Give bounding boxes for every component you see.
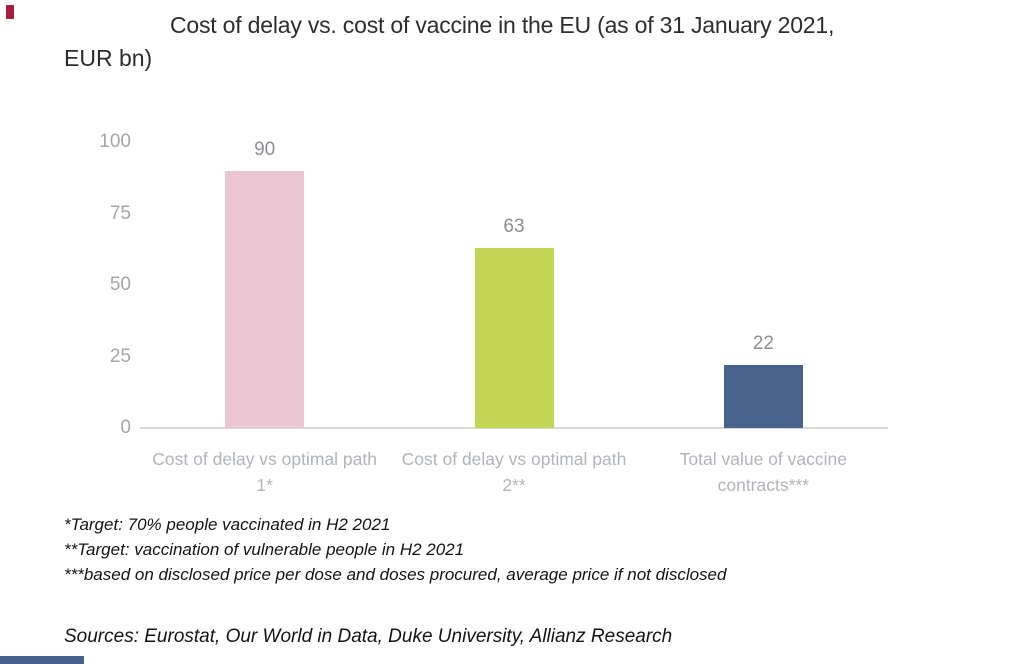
y-axis-tick-label: 75 bbox=[109, 202, 131, 224]
bar-value-label: 90 bbox=[254, 138, 276, 160]
bar-3 bbox=[723, 365, 803, 428]
footer-accent-bar bbox=[0, 656, 84, 664]
bar-1 bbox=[225, 170, 305, 428]
sources-line: Sources: Eurostat, Our World in Data, Du… bbox=[64, 626, 673, 647]
bar-value-label: 22 bbox=[752, 333, 774, 355]
x-axis-category-label: Total value of vaccine contracts*** bbox=[679, 449, 847, 495]
x-axis-category-label: Cost of delay vs optimal path 2** bbox=[401, 449, 627, 495]
corner-brand-mark bbox=[6, 5, 14, 19]
footnote-3: ***based on disclosed price per dose and… bbox=[64, 565, 727, 584]
footnote-1: *Target: 70% people vaccinated in H2 202… bbox=[64, 515, 391, 534]
x-axis-line bbox=[140, 427, 888, 429]
y-axis-tick-label: 25 bbox=[109, 345, 131, 367]
chart-title-line1: Cost of delay vs. cost of vaccine in the… bbox=[170, 12, 835, 38]
y-axis-tick-label: 50 bbox=[109, 274, 131, 295]
y-axis-tick-label: 0 bbox=[120, 417, 131, 438]
y-axis-tick-label: 100 bbox=[99, 131, 131, 152]
bar-value-label: 63 bbox=[503, 215, 525, 237]
bar-2 bbox=[474, 247, 554, 428]
footnotes-block: *Target: 70% people vaccinated in H2 202… bbox=[64, 512, 726, 587]
footnote-2: **Target: vaccination of vulnerable peop… bbox=[64, 540, 465, 559]
x-axis-category-label: Cost of delay vs optimal path 1* bbox=[152, 449, 377, 495]
chart-title-line2: EUR bn) bbox=[64, 45, 153, 71]
